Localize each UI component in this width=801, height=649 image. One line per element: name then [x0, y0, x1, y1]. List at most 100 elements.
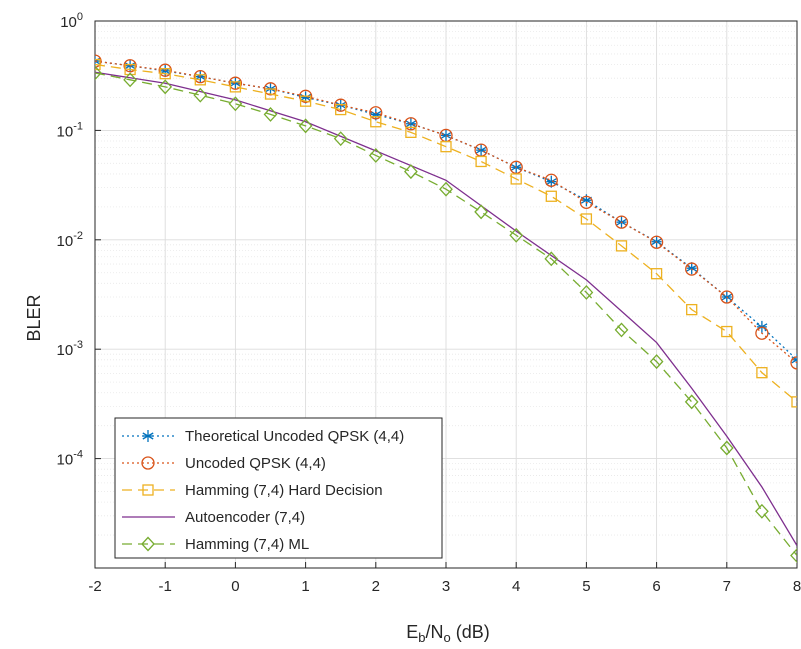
circle-marker — [298, 89, 313, 103]
data-point — [721, 325, 733, 338]
data-point — [439, 181, 453, 197]
diamond-marker — [368, 148, 383, 163]
circle-marker — [141, 456, 155, 470]
x-axis-label-mid: /N — [426, 622, 444, 642]
data-point — [123, 72, 137, 88]
legend-marker — [142, 484, 154, 496]
square-marker — [405, 126, 417, 138]
square-marker — [142, 484, 154, 496]
data-point — [228, 96, 243, 112]
diamond-marker — [298, 118, 313, 134]
square-marker — [229, 81, 242, 93]
square-marker — [580, 213, 593, 225]
square-marker — [194, 74, 206, 86]
y-tick-label: 10-2 — [57, 230, 83, 250]
square-marker — [95, 58, 101, 71]
diamond-marker — [95, 65, 102, 81]
diamond-marker — [193, 87, 208, 103]
diamond-marker — [474, 204, 488, 220]
data-point — [369, 106, 383, 120]
diamond-marker — [158, 79, 173, 95]
circle-marker — [123, 59, 137, 73]
data-point — [684, 394, 699, 410]
series-line — [95, 72, 797, 556]
data-point — [263, 106, 278, 122]
x-tick-label: 6 — [652, 578, 660, 595]
x-tick-label: -1 — [159, 578, 172, 595]
data-point — [194, 74, 206, 86]
circle-marker — [649, 235, 664, 249]
square-marker — [756, 367, 768, 379]
data-point — [404, 117, 418, 131]
x-tick-label: 5 — [582, 578, 590, 595]
square-marker — [124, 63, 136, 76]
series-2 — [95, 58, 797, 408]
data-point — [474, 204, 488, 220]
data-point — [649, 354, 664, 370]
circle-marker — [228, 76, 243, 90]
x-tick-label: -2 — [88, 578, 101, 595]
asterisk-stroke — [791, 359, 797, 364]
circle-marker — [158, 63, 172, 77]
square-marker — [650, 268, 663, 280]
data-point — [95, 54, 102, 68]
data-point — [333, 131, 348, 147]
diamond-marker — [333, 131, 348, 147]
data-point — [685, 262, 699, 276]
series-line — [95, 63, 797, 403]
square-marker — [264, 88, 277, 100]
y-axis-label: BLER — [24, 294, 44, 341]
legend-label: Theoretical Uncoded QPSK (4,4) — [185, 428, 404, 445]
diamond-marker — [263, 106, 278, 122]
data-point — [475, 155, 487, 168]
x-tick-label: 1 — [301, 578, 309, 595]
diamond-marker — [684, 394, 699, 410]
diamond-marker — [719, 440, 734, 456]
data-point — [579, 285, 594, 300]
diamond-marker — [790, 548, 797, 563]
legend-marker — [141, 456, 155, 470]
circle-marker — [95, 54, 102, 68]
diamond-marker — [614, 322, 629, 338]
data-point — [405, 126, 417, 138]
square-marker — [440, 141, 452, 153]
data-point — [193, 69, 207, 84]
diamond-marker — [141, 536, 155, 552]
square-marker — [475, 155, 487, 168]
data-point — [299, 95, 312, 107]
circle-marker — [755, 326, 769, 340]
series-4 — [95, 65, 797, 563]
diamond-marker — [404, 164, 418, 180]
series-line — [95, 60, 797, 364]
legend-label: Hamming (7,4) Hard Decision — [185, 482, 383, 499]
data-point — [264, 88, 277, 100]
x-axis-label-tail: (dB) — [451, 622, 490, 642]
data-point — [579, 195, 594, 209]
circle-marker — [544, 173, 558, 187]
legend: Theoretical Uncoded QPSK (4,4) Uncoded QP… — [114, 417, 443, 559]
diamond-marker — [123, 72, 137, 88]
circle-marker — [369, 106, 383, 120]
x-tick-label: 0 — [231, 578, 239, 595]
asterisk-stroke — [95, 60, 101, 65]
series-3 — [95, 71, 797, 547]
circle-marker — [334, 98, 348, 112]
series-line — [95, 71, 797, 547]
data-point — [544, 251, 559, 267]
data-point — [720, 290, 734, 304]
data-point — [159, 68, 171, 80]
circle-marker — [404, 117, 418, 131]
data-point — [228, 76, 243, 90]
data-point — [756, 367, 768, 379]
data-point — [123, 59, 137, 73]
diamond-marker — [649, 354, 664, 370]
square-marker — [299, 95, 312, 107]
x-axis-label-main: E — [406, 622, 418, 642]
data-point — [440, 141, 452, 153]
x-tick-label: 3 — [442, 578, 450, 595]
square-marker — [721, 325, 733, 338]
x-tick-label: 7 — [723, 578, 731, 595]
square-marker — [615, 240, 628, 252]
data-point — [263, 82, 278, 96]
